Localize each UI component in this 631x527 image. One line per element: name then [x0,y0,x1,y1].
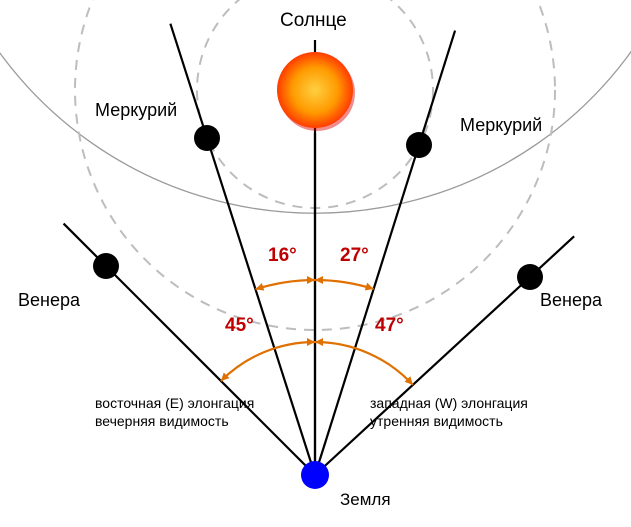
west-caption: западная (W) элонгация утренняя видимост… [370,395,528,430]
earth-label: Земля [340,490,391,510]
mercury-right-label: Меркурий [460,115,542,136]
angle-mercury-right: 27° [340,245,369,267]
mercury-left-label: Меркурий [95,100,177,121]
east-caption: восточная (E) элонгация вечерняя видимос… [95,395,254,430]
west-caption-line1: западная (W) элонгация [370,395,528,413]
venus-left-label: Венера [18,290,80,311]
diagram-stage: Солнце Меркурий Меркурий Венера Венера З… [0,0,631,527]
angle-venus-left: 45° [225,315,254,337]
sun-label: Солнце [280,10,347,32]
east-caption-line1: восточная (E) элонгация [95,395,254,413]
angle-mercury-left: 16° [268,245,297,267]
diagram-svg [0,0,631,527]
west-caption-line2: утренняя видимость [370,413,528,431]
angle-venus-right: 47° [375,315,404,337]
east-caption-line2: вечерняя видимость [95,413,254,431]
venus-right-label: Венера [540,290,602,311]
